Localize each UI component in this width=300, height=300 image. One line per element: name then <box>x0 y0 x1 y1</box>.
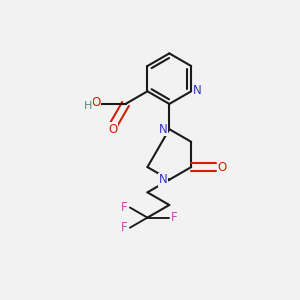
Text: O: O <box>108 123 118 136</box>
Text: H: H <box>84 101 92 111</box>
Text: N: N <box>158 123 167 136</box>
Text: O: O <box>218 160 227 174</box>
Text: N: N <box>194 84 202 97</box>
Text: F: F <box>121 201 128 214</box>
Text: O: O <box>92 96 101 109</box>
Text: F: F <box>171 211 178 224</box>
Text: F: F <box>121 221 128 234</box>
Text: N: N <box>158 173 167 186</box>
